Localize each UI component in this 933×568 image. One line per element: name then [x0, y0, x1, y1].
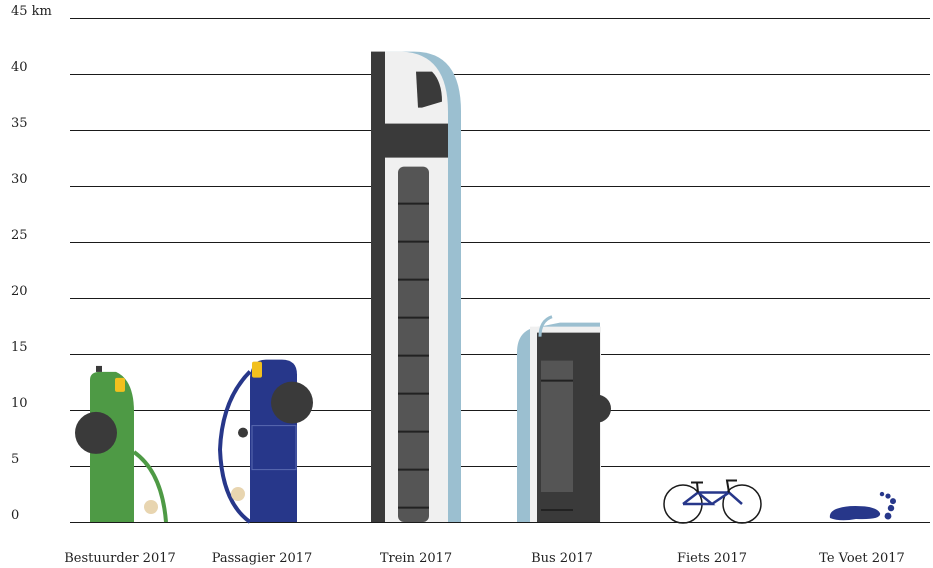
car-passenger-wheel [271, 381, 313, 424]
y-tick-label-45: 45 km [11, 4, 52, 19]
car-passenger-headlight [252, 361, 262, 378]
bike-handlebar [725, 479, 737, 493]
foot-toe-2 [887, 504, 895, 512]
y-tick-label-35: 35 [11, 116, 28, 131]
car-passenger-door [217, 370, 252, 524]
category-label-5: Fiets 2017 [677, 551, 747, 566]
category-labels: Bestuurder 2017 Passagier 2017 Trein 2017 B… [64, 551, 905, 566]
y-tick-label-15: 15 [11, 340, 28, 355]
car-passenger-window [251, 425, 297, 471]
foot-sole [829, 505, 881, 521]
category-label-1: Bestuurder 2017 [64, 551, 176, 566]
category-label-3: Trein 2017 [380, 551, 452, 566]
train-windows [398, 166, 429, 522]
bar-passagier-2017 [217, 359, 313, 524]
foot-toe-5 [879, 491, 885, 497]
y-tick-label-40: 40 [11, 60, 28, 75]
train-side [371, 51, 385, 522]
foot-toe-4 [885, 493, 891, 499]
y-tick-label-5: 5 [11, 452, 19, 467]
y-tick-label-30: 30 [11, 172, 28, 187]
bike-frame [682, 491, 743, 506]
car-passenger-person [231, 487, 245, 501]
bar-te-voet-2017 [829, 491, 896, 521]
bar-trein-2017 [371, 51, 461, 522]
bike-saddle [691, 481, 703, 493]
bar-fiets-2017 [663, 479, 762, 524]
car-driver-person [144, 500, 158, 514]
car-driver-body [90, 371, 134, 522]
bus-mirror [538, 315, 553, 337]
car-driver-antenna [96, 365, 102, 372]
bike-wheel-front [722, 484, 762, 524]
grid [70, 18, 930, 523]
category-label-4: Bus 2017 [531, 551, 593, 566]
foot-toe-1 [884, 512, 892, 520]
car-driver-door [132, 450, 168, 523]
bus-wheel [583, 394, 611, 423]
y-tick-label-20: 20 [11, 284, 28, 299]
y-tick-label-0: 0 [11, 508, 19, 523]
bar-bus-2017 [517, 315, 611, 522]
bus-windows [541, 360, 573, 492]
car-passenger-person-head [238, 427, 248, 438]
y-tick-label-10: 10 [11, 396, 28, 411]
car-driver-wheel [75, 411, 117, 454]
bars [75, 51, 896, 524]
y-axis-tick-labels: 0 5 10 15 20 25 30 35 40 45 km [11, 4, 52, 523]
train-cab-window [416, 71, 442, 108]
train-coupling [374, 123, 448, 158]
y-tick-label-25: 25 [11, 228, 28, 243]
category-label-6: Te Voet 2017 [819, 551, 905, 566]
foot-toe-3 [890, 498, 896, 505]
category-label-2: Passagier 2017 [212, 551, 313, 566]
bar-bestuurder-2017 [75, 365, 168, 523]
car-driver-headlight [115, 377, 125, 392]
